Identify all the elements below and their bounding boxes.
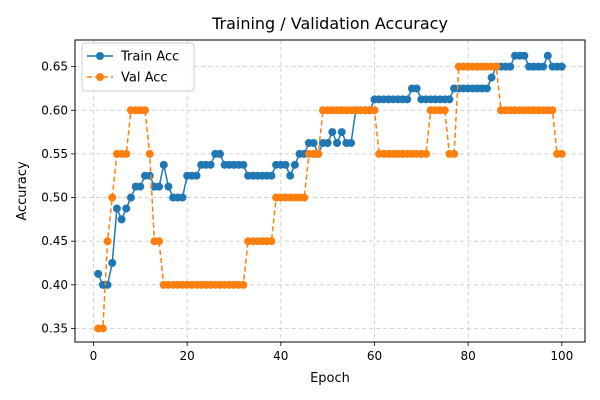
x-tick-label: 100	[550, 349, 573, 363]
data-point-val-acc	[239, 280, 248, 289]
x-tick-label: 60	[367, 349, 382, 363]
data-point-val-acc	[422, 149, 431, 158]
data-point-train-acc	[309, 138, 318, 147]
data-point-val-acc	[155, 237, 164, 246]
data-point-train-acc	[112, 204, 121, 213]
data-point-train-acc	[239, 160, 248, 169]
data-point-train-acc	[159, 160, 168, 169]
data-point-train-acc	[403, 95, 412, 104]
ticks: 0 20 40 60 80 100 0.35 0.40 0.45 0.50 0.55 0.60 0.65	[41, 60, 573, 363]
legend-label-train: Train Acc	[120, 50, 179, 65]
series-layer	[94, 51, 566, 333]
data-point-train-acc	[267, 171, 276, 180]
data-point-train-acc	[482, 84, 491, 93]
data-point-train-acc	[543, 51, 552, 60]
data-point-train-acc	[445, 95, 454, 104]
data-point-val-acc	[108, 193, 117, 202]
data-point-train-acc	[164, 182, 173, 191]
data-point-train-acc	[412, 84, 421, 93]
data-point-train-acc	[286, 171, 295, 180]
data-point-train-acc	[94, 269, 103, 278]
x-tick-label: 0	[90, 349, 98, 363]
data-point-train-acc	[520, 51, 529, 60]
data-point-val-acc	[267, 237, 276, 246]
y-tick-label: 0.60	[41, 103, 68, 117]
data-point-train-acc	[337, 128, 346, 137]
y-tick-label: 0.65	[41, 60, 68, 74]
plot-frame	[74, 39, 586, 343]
data-point-train-acc	[333, 138, 342, 147]
data-point-train-acc	[206, 160, 215, 169]
data-point-val-acc	[548, 106, 557, 115]
y-tick-label: 0.40	[41, 278, 68, 292]
y-tick-label: 0.35	[41, 321, 68, 335]
series-val-acc	[94, 62, 566, 333]
x-tick-label: 40	[273, 349, 288, 363]
x-tick-label: 20	[180, 349, 195, 363]
data-point-train-acc	[108, 259, 117, 268]
data-point-train-acc	[155, 182, 164, 191]
data-point-train-acc	[539, 62, 548, 71]
data-point-val-acc	[440, 106, 449, 115]
data-point-val-acc	[557, 149, 566, 158]
legend-box	[81, 42, 195, 92]
data-point-train-acc	[347, 138, 356, 147]
y-tick-label: 0.50	[41, 191, 68, 205]
data-point-val-acc	[103, 237, 112, 246]
data-point-train-acc	[192, 171, 201, 180]
legend-marker-train	[96, 52, 104, 60]
data-point-train-acc	[290, 160, 299, 169]
data-point-val-acc	[122, 149, 131, 158]
data-point-train-acc	[145, 171, 154, 180]
data-point-train-acc	[281, 160, 290, 169]
chart-title: Training / Validation Accuracy	[211, 14, 448, 33]
y-tick-label: 0.45	[41, 234, 68, 248]
data-point-val-acc	[492, 62, 501, 71]
data-point-val-acc	[98, 324, 107, 333]
data-point-val-acc	[370, 106, 379, 115]
legend-label-val: Val Acc	[121, 71, 168, 86]
data-point-train-acc	[506, 62, 515, 71]
data-point-train-acc	[178, 193, 187, 202]
y-axis-label: Accuracy	[15, 161, 30, 221]
series-train-acc	[94, 51, 566, 289]
data-point-train-acc	[117, 215, 126, 224]
data-point-val-acc	[141, 106, 150, 115]
data-point-val-acc	[314, 149, 323, 158]
data-point-train-acc	[126, 193, 135, 202]
data-point-train-acc	[215, 149, 224, 158]
legend: Train Acc Val Acc	[81, 42, 195, 92]
data-point-val-acc	[145, 149, 154, 158]
data-point-val-acc	[450, 149, 459, 158]
data-point-train-acc	[487, 73, 496, 82]
x-axis-label: Epoch	[310, 371, 350, 386]
data-point-train-acc	[557, 62, 566, 71]
data-point-val-acc	[300, 193, 309, 202]
y-tick-label: 0.55	[41, 147, 68, 161]
x-tick-label: 80	[461, 349, 476, 363]
data-point-train-acc	[136, 182, 145, 191]
data-point-train-acc	[122, 204, 131, 213]
legend-marker-val	[96, 73, 104, 81]
data-point-train-acc	[328, 128, 337, 137]
data-point-train-acc	[323, 138, 332, 147]
